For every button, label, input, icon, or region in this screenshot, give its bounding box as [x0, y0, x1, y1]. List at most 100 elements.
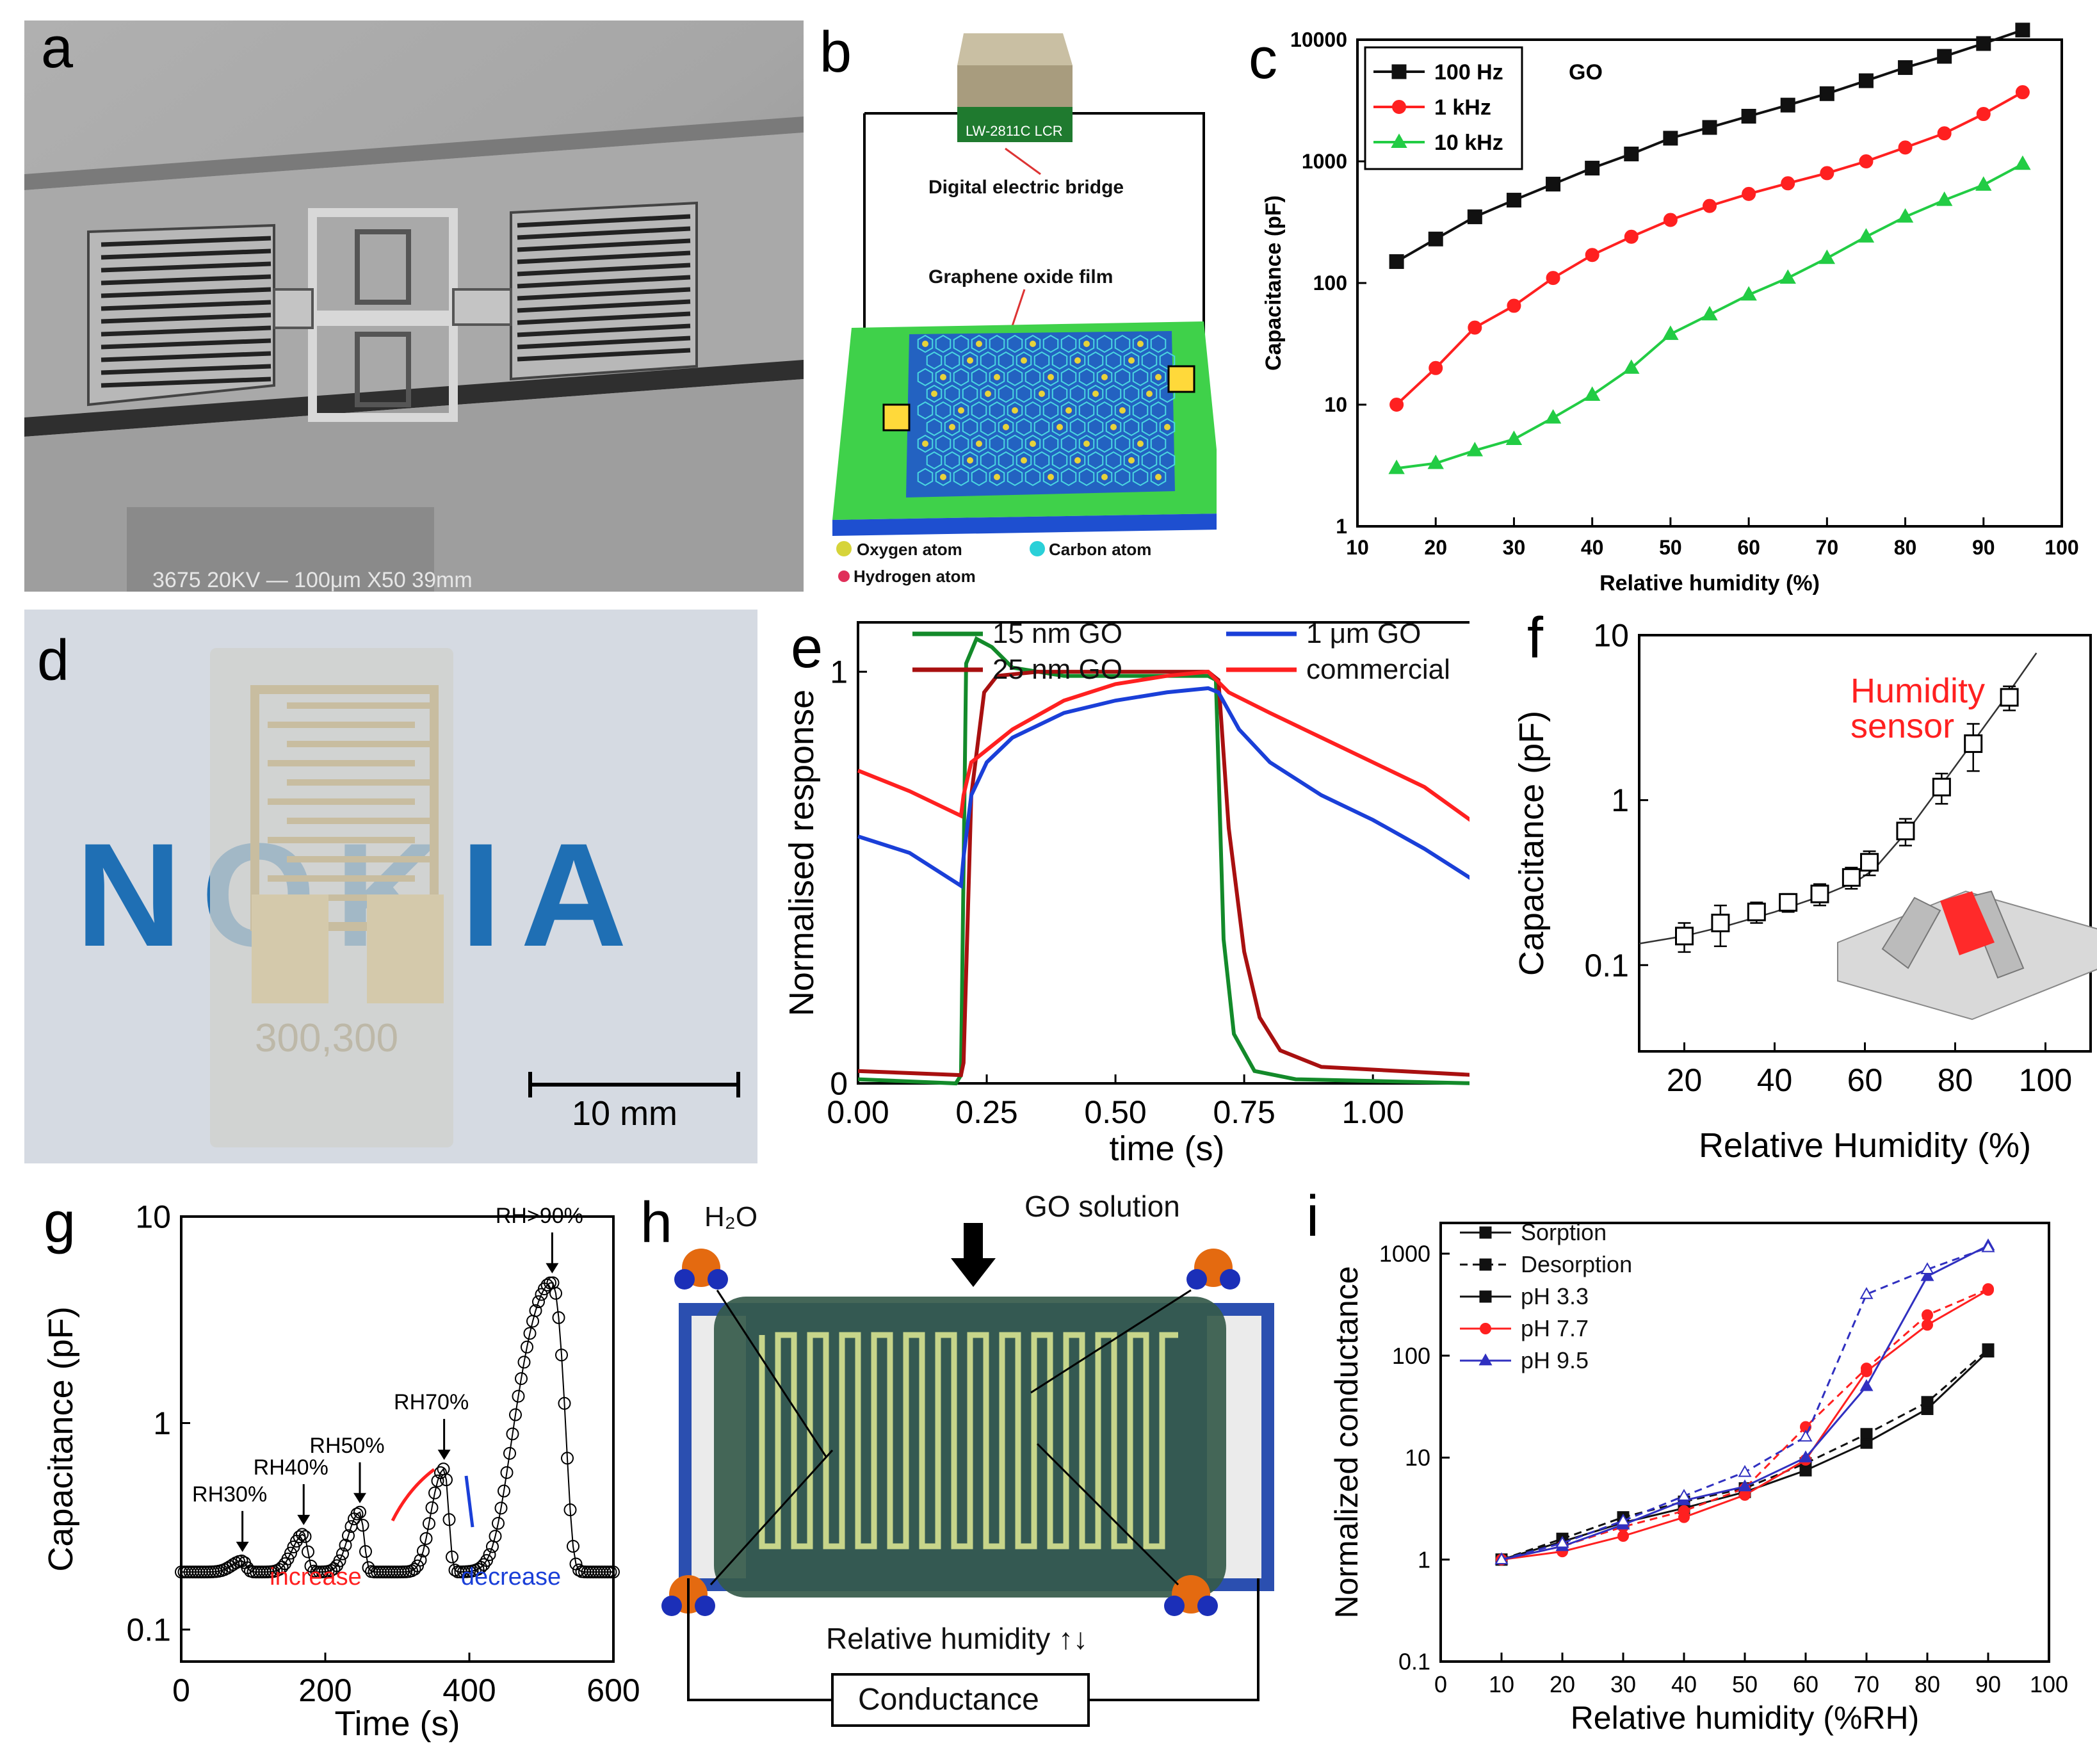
hex-cell [1007, 434, 1023, 453]
hex-cell [1105, 451, 1122, 470]
xlabel-e: time (s) [1110, 1129, 1225, 1168]
oxygen-atom [1030, 441, 1036, 447]
water-molecule [674, 1249, 728, 1290]
hex-cell [971, 434, 987, 453]
oxygen-atom [1128, 357, 1135, 364]
ytick-label-g: 10 [135, 1199, 171, 1235]
plot-frame-e [857, 621, 1470, 1085]
hex-cell [1141, 351, 1158, 370]
data-point-10kHz [1544, 409, 1562, 424]
oxygen-atom [1039, 391, 1045, 397]
comb-finger [517, 336, 691, 350]
hex-cell [944, 384, 960, 403]
film-label: Graphene oxide film [928, 266, 1113, 287]
panel-g: g 0 200 400 600 0.1 1 10 Time (s) Capacitance (p… [24, 1188, 652, 1764]
ylabel-e: Normalised response [782, 690, 821, 1016]
data-point-g [529, 1304, 542, 1317]
data-point-g [411, 1559, 424, 1573]
hex-cell [1096, 401, 1113, 420]
svg-text:Oxygen atom: Oxygen atom [857, 540, 962, 559]
data-point-f [1675, 927, 1694, 946]
ytick-label-c: 10000 [1290, 28, 1347, 51]
legend-c: 100 Hz 1 kHz 10 kHz [1364, 46, 1523, 170]
data-point-100Hz [2015, 22, 2030, 38]
comb-finger [517, 214, 691, 228]
data-point-100Hz [1428, 231, 1443, 247]
hex-cell [1087, 451, 1104, 470]
hex-cell [1114, 401, 1131, 420]
data-point-10kHz [1466, 442, 1484, 457]
hex-cell [1042, 467, 1059, 487]
hex-cell [1016, 417, 1032, 437]
device-frame [679, 1297, 1274, 1598]
conductance-box [831, 1673, 1090, 1727]
xtick-label-i: 30 [1610, 1671, 1636, 1697]
data-point-g [512, 1389, 525, 1403]
hex-cell [1042, 434, 1059, 453]
series-line-15nmGO [857, 636, 1470, 1086]
oxygen-atom [931, 391, 937, 397]
data-point-10kHz [1975, 176, 1992, 191]
conductance-label: Conductance [858, 1683, 1039, 1717]
data-point-pH-7.7-desorption [1678, 1505, 1690, 1517]
diffusion-arrow [1036, 1443, 1179, 1586]
hex-cell [1060, 434, 1077, 453]
chart-f: f Humidity sensor GO 204060801000.1110Re… [1512, 610, 2097, 1165]
data-point-g [353, 1505, 366, 1519]
xtick-label-i: 10 [1489, 1671, 1514, 1697]
svg-text:10 mm: 10 mm [572, 1094, 677, 1133]
hex-cell [1087, 351, 1104, 370]
data-point-f [1711, 914, 1730, 933]
ytick-label-c: 1 [1336, 515, 1347, 538]
panel-i: i 0 10 20 30 40 50 60 70 80 90 100 0.1 1 10 100 1000 Rel… [1281, 1188, 2097, 1764]
xlabel-f: Relative Humidity (%) [1699, 1126, 2031, 1165]
hex-cell [989, 368, 1005, 387]
data-point-1kHz [1624, 229, 1639, 244]
go-solution-label: GO solution [1024, 1190, 1180, 1223]
hex-cell [1060, 334, 1077, 353]
hex-cell [1078, 368, 1095, 387]
hex-cell [1114, 334, 1131, 353]
hex-cell [989, 334, 1005, 353]
hex-cell [953, 434, 969, 453]
comb-finger [101, 287, 271, 298]
xtick-label-g: 0 [172, 1672, 190, 1708]
hex-cell [953, 334, 969, 353]
data-point-g [492, 1517, 505, 1530]
oxygen-atom [1101, 374, 1108, 380]
hex-cell [1069, 384, 1086, 403]
comb-finger [101, 376, 271, 388]
chart-g: g 0 200 400 600 0.1 1 10 Time (s) Capacitance (p… [42, 1191, 640, 1743]
comb-finger [101, 300, 271, 311]
water-molecule [1186, 1249, 1240, 1290]
panel-b: b LW-2811C LCR Digital electric bridge G… [813, 20, 1217, 597]
ytick-label-c: 1000 [1302, 150, 1347, 173]
hex-cell [989, 467, 1005, 487]
data-point-10kHz [1936, 191, 1953, 206]
increase-label-g: increase [270, 1564, 362, 1590]
data-point-1kHz [1898, 140, 1913, 155]
oxygen-atom [922, 441, 928, 447]
xtick-label-f: 20 [1667, 1062, 1703, 1098]
hydrogen-sphere [708, 1269, 728, 1290]
data-point-f [2000, 688, 2019, 707]
ytick-label-e: 1 [830, 654, 848, 690]
oxygen-atom [1074, 457, 1081, 464]
data-point-1kHz [1507, 298, 1521, 313]
data-point-g [336, 1547, 349, 1560]
hex-cell [1123, 351, 1140, 370]
hex-cell [1105, 384, 1122, 403]
hex-cell [1033, 417, 1050, 437]
comb-finger [101, 338, 271, 350]
oxygen-atom [1146, 391, 1153, 397]
data-point-100Hz [1585, 161, 1600, 176]
hex-cell [1123, 384, 1140, 403]
data-point-1kHz [1820, 166, 1834, 181]
hex-cell [935, 334, 951, 353]
data-point-pH-9.5-desorption [1494, 1552, 1509, 1565]
hex-cell [944, 351, 960, 370]
legend-i: Sorption Desorption pH 3.3 pH 7.7 pH 9.5 [1460, 1219, 1632, 1373]
panel-c: c 10 20 30 40 50 60 70 80 90 100 1 10 100 1000 10000 Re… [1249, 20, 2097, 610]
data-point-pH-9.5-desorption [1616, 1513, 1630, 1526]
panel-letter-d: d [37, 629, 69, 693]
